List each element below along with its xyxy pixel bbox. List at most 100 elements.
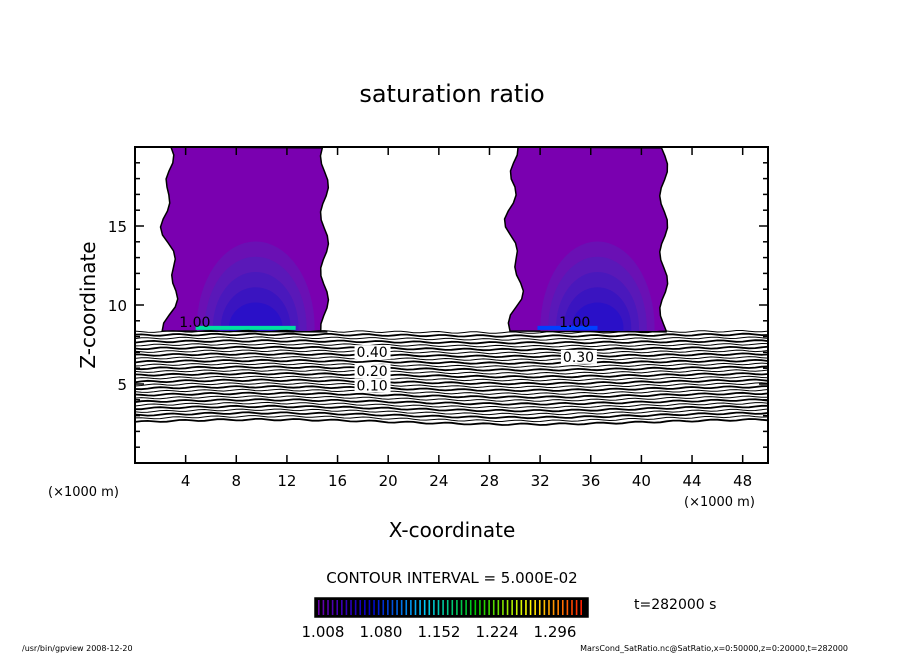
colorbar-swatch (364, 600, 366, 615)
contour-line (134, 349, 769, 355)
colorbar-swatch (571, 600, 573, 615)
cloud-base-high (537, 325, 598, 330)
contour-label: 0.40 (357, 345, 388, 361)
colorbar-swatch (561, 600, 564, 615)
x-axis-label: X-coordinate (389, 518, 516, 542)
colorbar-swatch (502, 600, 504, 615)
contour-line (134, 382, 769, 389)
contour-line (134, 411, 769, 420)
colorbar-swatch (410, 600, 412, 615)
x-tick-label: 12 (277, 472, 296, 490)
colorbar-swatch (437, 600, 440, 615)
colorbar-tick-label: 1.008 (302, 623, 345, 641)
contour-line (134, 385, 769, 393)
contour-line (134, 342, 769, 348)
colorbar-swatch (423, 600, 426, 615)
contour-label: 0.10 (357, 378, 388, 394)
x-unit-right: (×1000 m) (684, 495, 755, 510)
colorbar-tick-label: 1.080 (360, 623, 403, 641)
colorbar-swatch (534, 600, 536, 615)
x-tick-label: 24 (429, 472, 448, 490)
contour-line (134, 388, 769, 396)
x-tick-label: 40 (632, 472, 651, 490)
contour-line (134, 378, 769, 386)
contour-line (134, 369, 769, 375)
contour-line (134, 362, 769, 368)
colorbar-swatch (474, 600, 477, 615)
colorbar-swatch (525, 600, 527, 615)
colorbar-swatch (465, 600, 467, 615)
colorbar-tick-label: 1.296 (534, 623, 577, 641)
colorbar-tick-label: 1.224 (476, 623, 519, 641)
contour-line (134, 356, 769, 362)
colorbar-swatch (566, 600, 569, 615)
colorbar-swatch (331, 600, 334, 615)
contour-label-bg (560, 349, 597, 364)
contour-line (134, 418, 769, 426)
colorbar-swatch (350, 600, 352, 615)
x-tick-label: 28 (480, 472, 499, 490)
colorbar-swatch (341, 600, 343, 615)
contour-label-bg (354, 364, 391, 379)
contour-label-bg (354, 345, 391, 360)
contour-label: 1.00 (559, 315, 590, 331)
colorbar-swatch (433, 600, 435, 615)
x-tick-label: 48 (733, 472, 752, 490)
x-tick-label: 36 (581, 472, 600, 490)
colorbar-swatch (552, 600, 555, 615)
contour-line (134, 358, 769, 365)
cloud-base-high (195, 325, 296, 330)
contour-line (134, 345, 769, 352)
colorbar-frame (314, 597, 589, 618)
colorbar: 1.008 1.080 1.152 1.224 1.296 (302, 597, 589, 641)
colorbar-swatch (428, 600, 431, 615)
contour-line (134, 408, 769, 416)
cloud-shade (571, 302, 624, 331)
x-tick-label: 16 (328, 472, 347, 490)
contour-label: 0.30 (563, 350, 594, 366)
y-tick-label: 5 (117, 376, 127, 394)
contour-line (134, 365, 769, 372)
footer-left: /usr/bin/gpview 2008-12-20 (22, 644, 133, 653)
chart-title: saturation ratio (359, 80, 544, 108)
colorbar-swatch (529, 600, 532, 615)
contour-line (134, 371, 769, 379)
colorbar-swatch (354, 600, 357, 615)
y-tick-label: 15 (108, 218, 127, 236)
cloud-shade (228, 302, 283, 331)
contour-line (134, 332, 769, 338)
colorbar-swatch (511, 600, 513, 615)
colorbar-swatch (414, 600, 417, 615)
colorbar-swatch (318, 600, 320, 615)
colorbar-swatch (460, 600, 463, 615)
x-tick-label: 44 (682, 472, 701, 490)
colorbar-swatch (479, 600, 481, 615)
colorbar-swatch (575, 600, 578, 615)
colorbar-swatch (515, 600, 518, 615)
x-tick-label: 20 (379, 472, 398, 490)
colorbar-swatch (359, 600, 362, 615)
colorbar-swatch (336, 600, 339, 615)
colorbar-swatch (405, 600, 408, 615)
contour-label: 0.20 (357, 364, 388, 380)
colorbar-swatch (456, 600, 458, 615)
colorbar-swatch (368, 600, 371, 615)
colorbar-swatch (446, 600, 449, 615)
colorbar-swatch (327, 600, 329, 615)
colorbar-swatch (345, 600, 348, 615)
colorbar-swatch (322, 600, 325, 615)
colorbar-swatch (391, 600, 394, 615)
colorbar-swatch (492, 600, 495, 615)
colorbar-swatch (377, 600, 380, 615)
contour-line (134, 401, 769, 409)
footer-right: MarsCond_SatRatio.nc@SatRatio,x=0:50000,… (580, 644, 848, 653)
contour-line (134, 398, 769, 406)
colorbar-swatch (580, 600, 582, 615)
colorbar-swatch (483, 600, 486, 615)
colorbar-swatch (497, 600, 500, 615)
colorbar-swatch (373, 600, 375, 615)
contour-label-bg (354, 378, 391, 393)
colorbar-swatch (538, 600, 541, 615)
contour-line (134, 329, 769, 334)
